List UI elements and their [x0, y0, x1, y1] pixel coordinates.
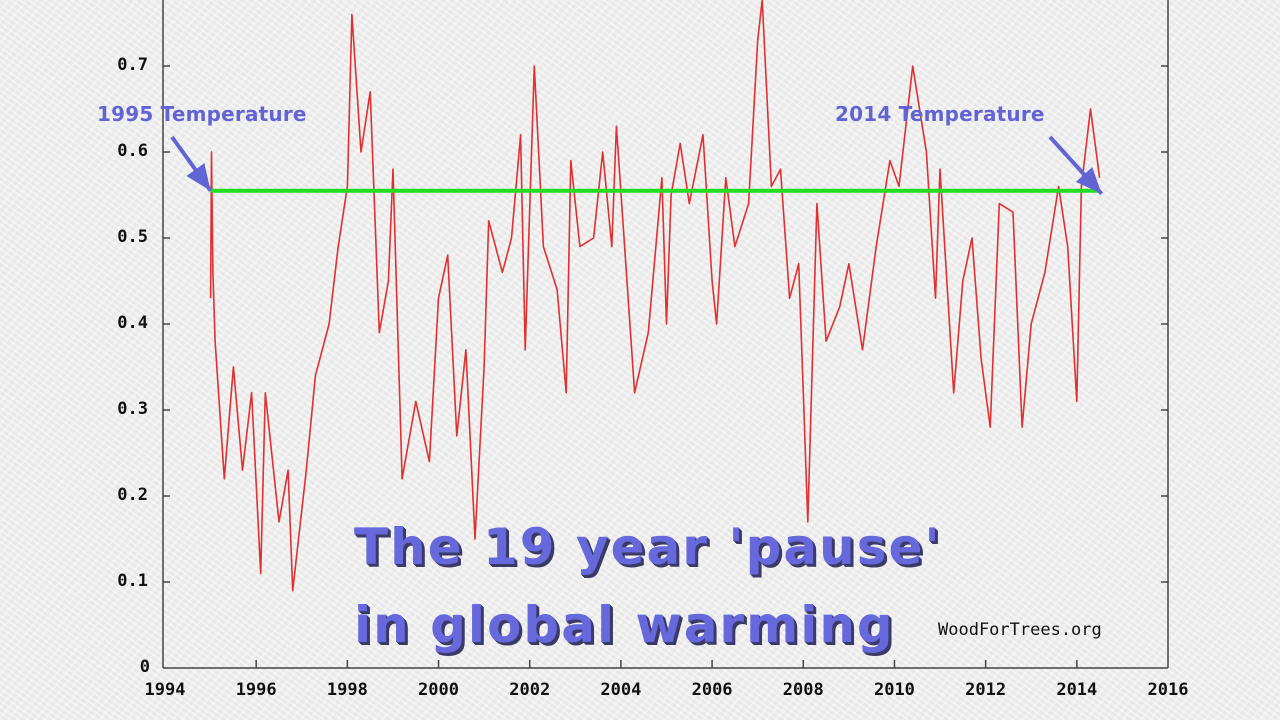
x-tick-label: 2006: [691, 680, 733, 700]
arrow-2014-icon-head: [1075, 167, 1102, 194]
temperature-series-line: [209, 0, 1101, 592]
source-credit: WoodForTrees.org: [938, 620, 1102, 640]
x-tick-label: 2000: [418, 680, 459, 700]
annotation-arrows: [170, 135, 1104, 196]
headline-line-1: The 19 year 'pause': [354, 518, 942, 576]
y-tick-label: 0.7: [117, 55, 148, 75]
arrow-1995-icon: [170, 135, 213, 192]
axes: [162, 0, 1169, 669]
headline-line-2: in global warming: [354, 596, 895, 654]
annotation-2014-temperature: 2014 Temperature: [835, 102, 1045, 126]
x-tick-label: 2014: [1056, 680, 1098, 700]
arrow-1995-icon-head: [186, 163, 211, 191]
y-tick-label: 0.2: [117, 485, 148, 505]
x-tick-label: 1996: [235, 680, 277, 700]
x-tick-label: 1998: [326, 680, 368, 700]
y-tick-label: 0.3: [117, 399, 148, 419]
x-tick-label: 2004: [600, 680, 642, 700]
x-tick-label: 2016: [1147, 680, 1189, 700]
y-tick-label: 0.1: [117, 571, 148, 591]
y-tick-label: 0: [139, 657, 150, 677]
x-tick-label: 1994: [144, 680, 186, 700]
x-tick-label: 2002: [509, 680, 551, 700]
x-tick-label: 2012: [965, 680, 1007, 700]
arrow-2014-icon: [1048, 135, 1104, 196]
x-tick-label: 2010: [873, 680, 915, 700]
x-tick-label: 2008: [782, 680, 824, 700]
y-tick-label: 0.6: [117, 141, 148, 161]
y-tick-label: 0.4: [117, 313, 148, 333]
y-tick-label: 0.5: [117, 227, 148, 247]
annotation-1995-temperature: 1995 Temperature: [97, 102, 307, 126]
